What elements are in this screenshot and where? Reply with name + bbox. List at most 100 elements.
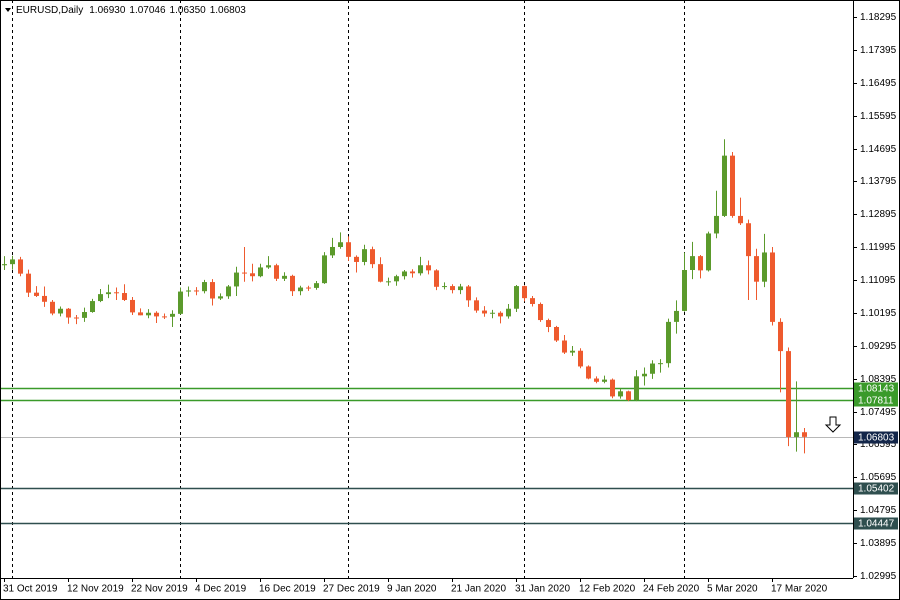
candle-body <box>322 255 327 284</box>
candle-body <box>482 310 487 314</box>
y-tick-label: 1.03895 <box>860 538 897 549</box>
candle-body <box>290 275 295 292</box>
candle-body <box>114 292 119 294</box>
chart-header: EURUSD,Daily 1.06930 1.07046 1.06350 1.06803 <box>16 5 246 16</box>
open-text: 1.06930 <box>89 5 126 16</box>
candle-body <box>362 249 367 262</box>
candle-body <box>618 391 623 397</box>
level-price-label: 1.05402 <box>858 484 895 495</box>
candle-body <box>138 312 143 316</box>
candle-body <box>466 286 471 301</box>
candle-body <box>594 378 599 382</box>
x-tick-label: 31 Jan 2020 <box>515 584 570 595</box>
candle-body <box>450 286 455 291</box>
candle-body <box>786 351 791 437</box>
chart-title: EURUSD,Daily <box>16 5 83 16</box>
candle-body <box>282 275 287 279</box>
x-tick-label: 17 Mar 2020 <box>771 584 828 595</box>
candle-body <box>26 273 31 293</box>
x-tick-label: 9 Jan 2020 <box>387 584 437 595</box>
candle-body <box>178 291 183 314</box>
candle-body <box>546 320 551 327</box>
candle-body <box>498 312 503 317</box>
candle-body <box>338 242 343 247</box>
level-price-label: 1.06803 <box>858 433 895 444</box>
candle-body <box>522 286 527 299</box>
candle-body <box>218 296 223 299</box>
candle-body <box>34 292 39 296</box>
candle-body <box>762 252 767 282</box>
candle-body <box>58 308 63 314</box>
x-tick-label: 27 Dec 2019 <box>323 584 380 595</box>
candle-body <box>314 283 319 288</box>
candle-body <box>410 271 415 274</box>
close-text: 1.06803 <box>210 5 247 16</box>
candles <box>2 139 807 454</box>
y-tick-label: 1.11095 <box>860 275 896 286</box>
menu-triangle <box>5 8 11 12</box>
x-tick-label: 4 Dec 2019 <box>195 584 247 595</box>
candle-body <box>610 379 615 397</box>
candle-body <box>154 312 159 317</box>
candle-body <box>698 256 703 271</box>
candle-body <box>626 391 631 401</box>
candle-body <box>266 265 271 268</box>
candle-body <box>722 155 727 216</box>
candle-body <box>690 256 695 271</box>
y-tick-label: 1.15595 <box>860 111 897 122</box>
candle-body <box>10 259 15 265</box>
candle-body <box>130 299 135 313</box>
level-price-box <box>854 382 898 395</box>
x-tick-label: 16 Dec 2019 <box>259 584 316 595</box>
candle-body <box>506 308 511 317</box>
candle-body <box>634 376 639 401</box>
candle-body <box>274 265 279 279</box>
candle-body <box>402 271 407 277</box>
candle-body <box>658 363 663 365</box>
y-tick-label: 1.02995 <box>860 571 897 582</box>
candle-body <box>330 246 335 256</box>
candle-body <box>426 265 431 271</box>
candle-body <box>146 312 151 316</box>
candle-body <box>202 282 207 292</box>
candle-body <box>490 312 495 314</box>
candle-body <box>18 259 23 274</box>
x-tick-label: 21 Jan 2020 <box>451 584 506 595</box>
candle-body <box>682 270 687 311</box>
candle-body <box>234 272 239 287</box>
levels <box>0 387 853 525</box>
candle-body <box>738 215 743 224</box>
candle-body <box>106 292 111 295</box>
candle-body <box>474 300 479 311</box>
candle-body <box>122 293 127 300</box>
candle-body <box>2 264 7 266</box>
candle-body <box>514 286 519 309</box>
y-tick-label: 1.07495 <box>860 407 897 418</box>
y-tick-label: 1.08395 <box>860 374 897 385</box>
candle-body <box>778 321 783 352</box>
candle-body <box>90 301 95 313</box>
level-price-label: 1.08143 <box>858 384 895 395</box>
candle-body <box>354 256 359 262</box>
y-tick-label: 1.09295 <box>860 341 897 352</box>
candle-body <box>378 264 383 282</box>
low-text: 1.06350 <box>170 5 207 16</box>
candle-body <box>250 273 255 277</box>
candle-body <box>370 249 375 265</box>
candle-body <box>730 155 735 216</box>
candle-body <box>194 290 199 292</box>
sell-arrow-icon <box>824 416 842 433</box>
candle-body <box>170 313 175 317</box>
x-tick-label: 12 Feb 2020 <box>579 584 636 595</box>
candle-body <box>434 270 439 287</box>
candle-body <box>570 350 575 353</box>
candle-body <box>562 340 567 353</box>
y-tick-label: 1.12895 <box>860 209 897 220</box>
candle-body <box>714 215 719 234</box>
level-price-label: 1.04447 <box>858 519 895 530</box>
candle-body <box>226 286 231 297</box>
candle-body <box>346 242 351 257</box>
